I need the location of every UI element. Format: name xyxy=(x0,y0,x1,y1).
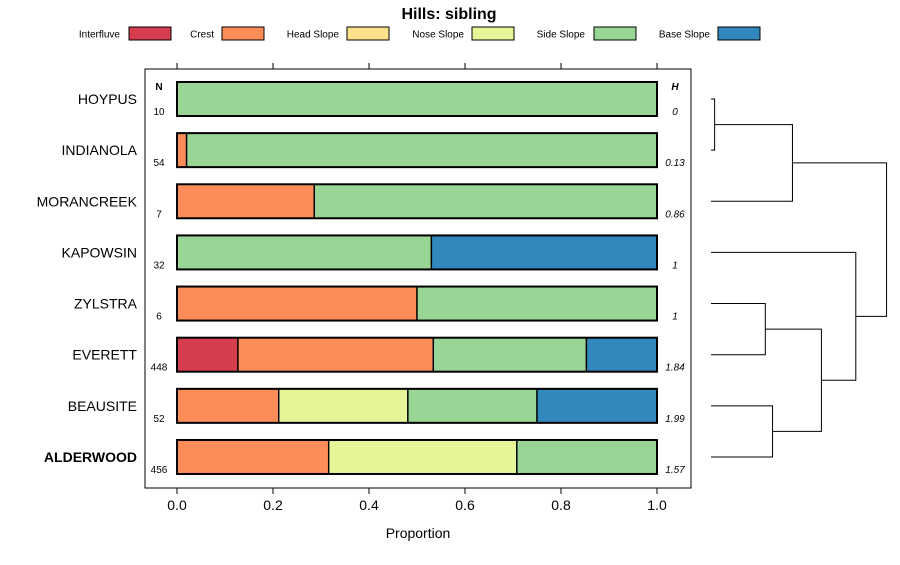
legend-label-interfluve: Interfluve xyxy=(79,30,121,41)
row-n-value: 52 xyxy=(153,414,165,425)
x-axis-label: Proportion xyxy=(386,525,451,541)
top-axis-ticks xyxy=(176,63,658,69)
row-h-value: 0.13 xyxy=(665,158,685,169)
dendrogram xyxy=(711,98,888,458)
legend-swatch-crest xyxy=(221,26,265,41)
row-kapowsin: KAPOWSIN 32 1 xyxy=(62,234,678,271)
bar-segment-crest xyxy=(176,439,330,475)
bar-rows: HOYPUS 10 0 INDIANOLA 54 0.13 MORANCREEK 7 0.86 K… xyxy=(37,81,685,476)
row-h-value: 1.84 xyxy=(665,363,685,374)
row-label: MORANCREEK xyxy=(37,193,138,209)
bar-outline xyxy=(176,285,658,322)
bar-outline xyxy=(176,336,658,373)
dendrogram-branch xyxy=(711,98,716,151)
row-label: ALDERWOOD xyxy=(44,449,137,465)
row-n-value: 448 xyxy=(151,363,168,374)
row-n-value: 6 xyxy=(156,312,162,323)
bar-outline xyxy=(176,81,658,117)
bar-segment-base-slope xyxy=(536,388,658,424)
dendrogram-branch xyxy=(765,328,822,432)
x-tick-label: 0.8 xyxy=(551,497,571,513)
bar-segment-nose-slope xyxy=(327,439,518,475)
row-n-value: 456 xyxy=(151,465,168,476)
row-morancreek: MORANCREEK 7 0.86 xyxy=(37,183,685,220)
legend-swatch-head-slope xyxy=(346,26,390,41)
row-label: EVERETT xyxy=(72,347,137,363)
bar-segment-side-slope xyxy=(313,183,658,219)
bar-outline xyxy=(176,132,658,169)
row-label: ZYLSTRA xyxy=(74,296,138,312)
bar-segment-crest xyxy=(176,183,315,219)
row-alderwood: ALDERWOOD 456 1.57 xyxy=(44,438,685,476)
legend-swatch-interfluve xyxy=(128,26,172,41)
dendrogram-branch xyxy=(711,251,857,381)
legend-label-crest: Crest xyxy=(190,30,214,41)
legend-label-side-slope: Side Slope xyxy=(537,30,586,41)
row-h-value: 0 xyxy=(672,107,678,118)
dendrogram-branch xyxy=(711,405,774,458)
bar-segment-crest xyxy=(176,132,188,168)
legend-label-base-slope: Base Slope xyxy=(659,30,711,41)
row-h-value: 0.86 xyxy=(665,209,685,220)
dendrogram-branch xyxy=(711,303,766,356)
bar-segment-side-slope xyxy=(432,337,588,373)
bar-segment-crest xyxy=(176,388,280,424)
bar-segment-side-slope xyxy=(185,132,658,168)
legend-swatch-nose-slope xyxy=(471,26,515,41)
row-label: INDIANOLA xyxy=(62,142,138,158)
bar-segment-side-slope xyxy=(176,234,433,271)
row-hoypus: HOYPUS 10 0 xyxy=(78,81,678,118)
row-n-value: 10 xyxy=(153,107,165,118)
legend-label-nose-slope: Nose Slope xyxy=(412,30,464,41)
chart-title: Hills: sibling xyxy=(401,6,496,23)
legend-label-head-slope: Head Slope xyxy=(287,30,340,41)
bottom-axis: 0.0 0.2 0.4 0.6 0.8 1.0 xyxy=(167,488,667,513)
h-column-header: H xyxy=(671,82,679,93)
row-zylstra: ZYLSTRA 6 1 xyxy=(74,285,678,323)
bar-segment-base-slope xyxy=(430,234,658,271)
x-tick-label: 0.2 xyxy=(263,497,283,513)
bar-segment-base-slope xyxy=(585,337,658,373)
legend: Interfluve Crest Head Slope Nose Slope Side … xyxy=(79,26,761,41)
dendrogram-branch xyxy=(711,124,793,202)
plot-frame xyxy=(144,68,692,489)
bar-outline xyxy=(176,438,658,475)
legend-swatch-base-slope xyxy=(717,26,761,41)
row-n-value: 32 xyxy=(153,260,165,271)
row-indianola: INDIANOLA 54 0.13 xyxy=(62,132,685,169)
row-everett: EVERETT 448 1.84 xyxy=(72,336,685,374)
bar-outline xyxy=(176,387,658,424)
row-h-value: 1 xyxy=(672,312,678,323)
bar-segment-side-slope xyxy=(176,81,658,117)
x-tick-label: 1.0 xyxy=(647,497,667,513)
row-h-value: 1 xyxy=(672,260,678,271)
dendrogram-branch xyxy=(792,162,888,317)
bar-segment-crest xyxy=(176,285,418,322)
bar-outline xyxy=(176,183,658,220)
row-n-value: 7 xyxy=(156,209,162,220)
row-h-value: 1.99 xyxy=(665,414,685,425)
x-tick-label: 0.0 xyxy=(167,497,187,513)
bar-segment-crest xyxy=(237,337,435,373)
row-h-value: 1.57 xyxy=(665,465,685,476)
row-label: KAPOWSIN xyxy=(62,244,137,260)
legend-swatch-side-slope xyxy=(593,26,637,41)
n-column-header: N xyxy=(155,82,162,93)
row-label: HOYPUS xyxy=(78,91,137,107)
bar-outline xyxy=(176,234,658,271)
row-n-value: 54 xyxy=(153,158,165,169)
bar-segment-side-slope xyxy=(416,285,658,322)
row-beausite: BEAUSITE 52 1.99 xyxy=(68,387,685,425)
bar-segment-side-slope xyxy=(516,439,658,475)
x-tick-label: 0.6 xyxy=(455,497,475,513)
x-tick-label: 0.4 xyxy=(359,497,379,513)
bar-segment-side-slope xyxy=(407,388,538,424)
bar-segment-interfluve xyxy=(176,337,239,373)
bar-segment-nose-slope xyxy=(278,388,409,424)
row-label: BEAUSITE xyxy=(68,398,137,414)
